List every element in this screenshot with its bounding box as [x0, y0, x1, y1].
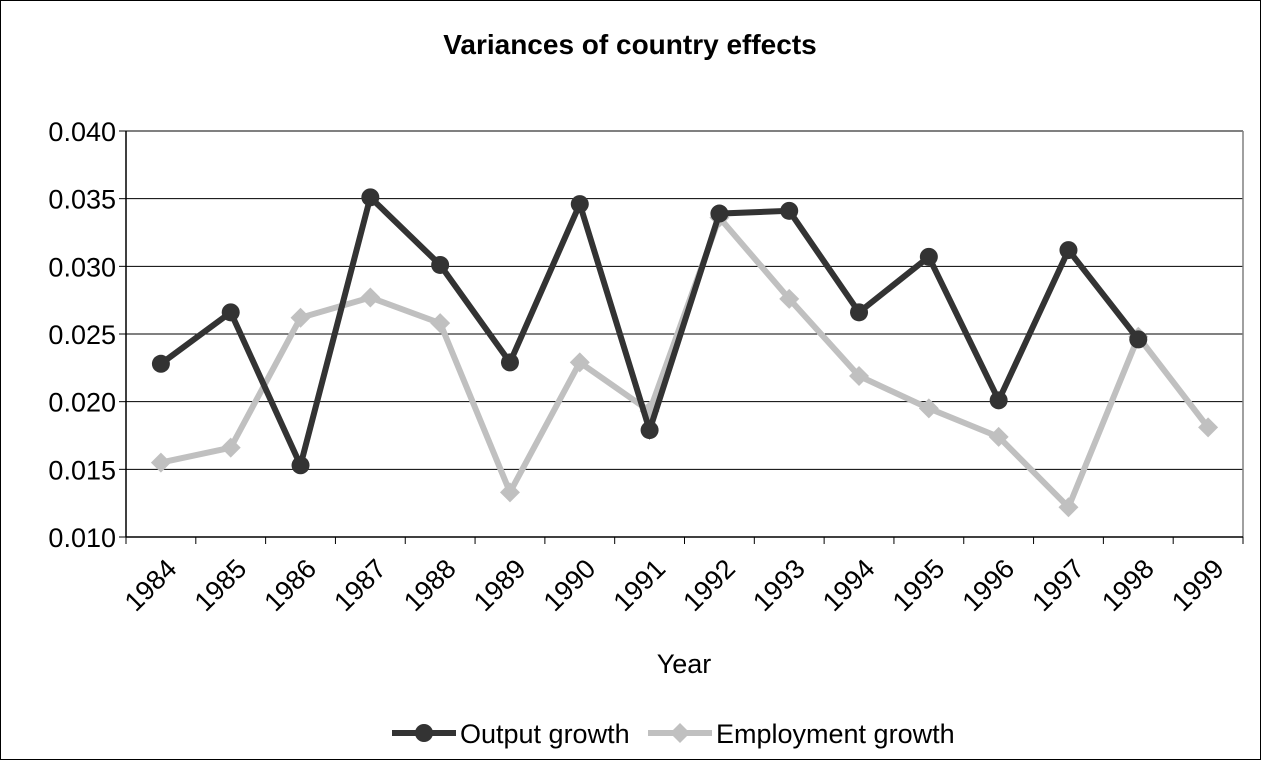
x-tick-label: 1995: [887, 553, 951, 617]
x-tick-label: 1985: [189, 553, 253, 617]
x-tick-label: 1993: [747, 553, 811, 617]
data-point-output-growth: [152, 355, 170, 373]
x-tick-label: 1997: [1026, 553, 1090, 617]
data-point-output-growth: [571, 195, 589, 213]
x-tick-label: 1988: [398, 553, 462, 617]
legend-marker: [670, 723, 690, 743]
x-tick-label: 1987: [328, 553, 392, 617]
y-tick-label: 0.040: [48, 117, 116, 147]
x-tick-label: 1991: [608, 553, 672, 617]
legend-marker: [415, 724, 433, 742]
chart-title: Variances of country effects: [443, 29, 816, 60]
x-tick-label: 1986: [258, 553, 322, 617]
data-point-output-growth: [990, 391, 1008, 409]
y-tick-label: 0.020: [48, 388, 116, 418]
data-point-employment-growth: [360, 287, 380, 307]
x-tick-label: 1984: [119, 553, 183, 617]
data-point-output-growth: [920, 248, 938, 266]
x-tick-label: 1989: [468, 553, 532, 617]
y-tick-label: 0.025: [48, 320, 116, 350]
data-point-output-growth: [501, 353, 519, 371]
x-tick-label: 1994: [817, 553, 881, 617]
data-point-output-growth: [641, 421, 659, 439]
data-point-output-growth: [1059, 241, 1077, 259]
data-point-output-growth: [361, 188, 379, 206]
series-line-employment-growth: [161, 218, 1208, 508]
legend: Output growth Employment growth: [392, 719, 955, 749]
x-tick-label: 1992: [677, 553, 741, 617]
legend-output-growth: Output growth: [392, 719, 630, 749]
legend-employment-growth: Employment growth: [648, 719, 955, 749]
legend-label: Output growth: [460, 719, 630, 749]
series-layer: [151, 188, 1218, 517]
y-tick-label: 0.030: [48, 252, 116, 282]
data-point-output-growth: [710, 205, 728, 223]
x-tick-label: 1996: [957, 553, 1021, 617]
y-tick-label: 0.010: [48, 523, 116, 553]
y-tick-label: 0.035: [48, 185, 116, 215]
gridlines: [126, 131, 1243, 469]
data-point-output-growth: [431, 256, 449, 274]
data-point-employment-growth: [430, 313, 450, 333]
x-axis-title: Year: [657, 649, 712, 679]
x-tick-label: 1999: [1166, 553, 1230, 617]
data-point-output-growth: [1129, 330, 1147, 348]
data-point-output-growth: [222, 303, 240, 321]
y-tick-label: 0.015: [48, 455, 116, 485]
data-point-output-growth: [292, 456, 310, 474]
x-tick-label: 1990: [538, 553, 602, 617]
x-tick-label: 1998: [1096, 553, 1160, 617]
legend-label: Employment growth: [716, 719, 955, 749]
data-point-output-growth: [850, 303, 868, 321]
data-point-output-growth: [780, 202, 798, 220]
